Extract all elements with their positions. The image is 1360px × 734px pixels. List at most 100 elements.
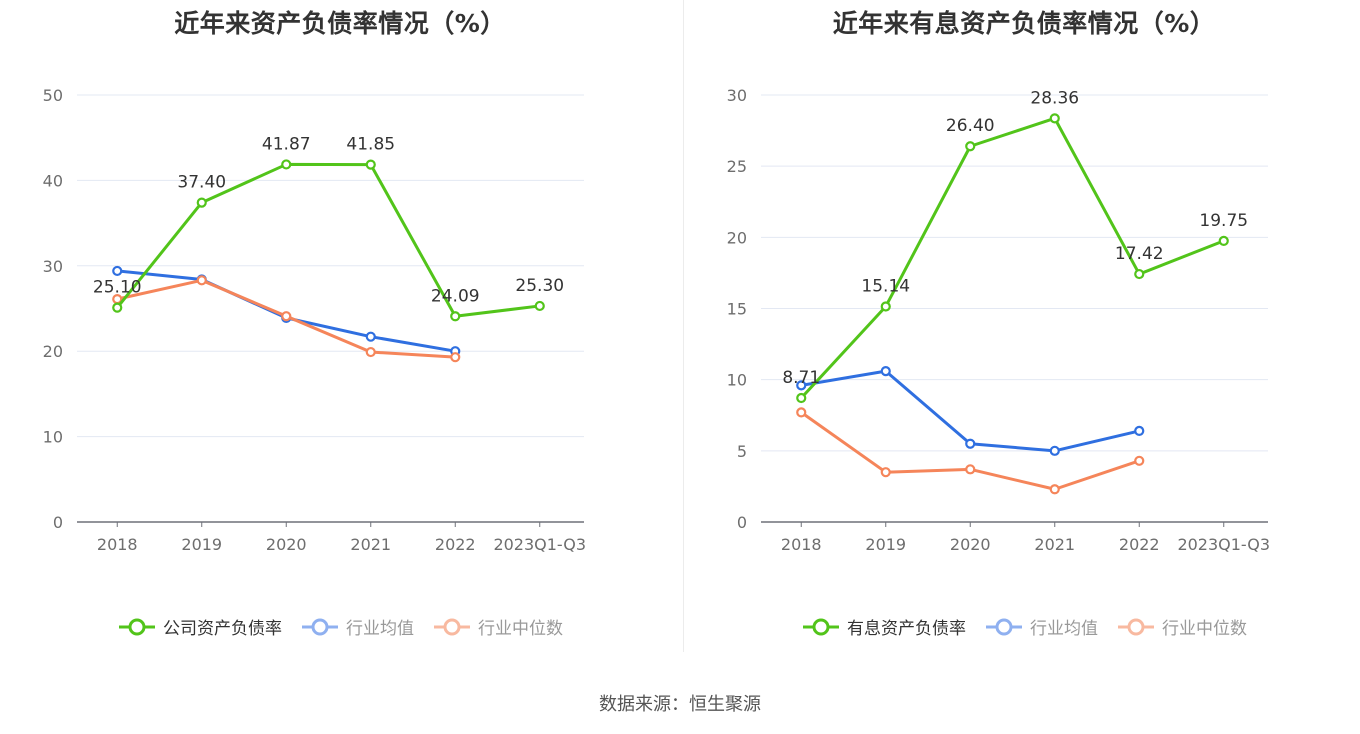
data-point	[1134, 268, 1145, 280]
data-point	[196, 275, 207, 286]
x-tick-label: 2023Q1-Q3	[1177, 535, 1270, 554]
data-point	[1218, 235, 1229, 246]
y-tick-label: 15	[727, 300, 747, 319]
legend-marker	[311, 618, 329, 635]
data-point	[796, 407, 807, 418]
y-tick-label: 25	[727, 157, 747, 176]
legend-label: 行业中位数	[478, 619, 563, 639]
legend-marker	[812, 618, 830, 635]
data-label: 15.14	[861, 277, 910, 297]
y-tick-label: 50	[43, 86, 63, 105]
data-point	[965, 464, 976, 475]
data-point	[450, 311, 461, 322]
data-point	[281, 159, 292, 170]
data-point	[880, 301, 891, 312]
data-label: 37.40	[177, 173, 226, 193]
data-point	[534, 300, 545, 312]
legend-line-marker-icon	[803, 618, 839, 635]
data-point	[365, 331, 376, 342]
data-label: 24.09	[431, 286, 480, 306]
x-tick-label: 2019	[181, 535, 222, 554]
y-tick-label: 5	[737, 442, 747, 461]
data-point	[365, 346, 376, 358]
data-point	[796, 380, 807, 391]
data-point	[1049, 445, 1060, 456]
legend-label: 行业均值	[346, 619, 414, 639]
legend-line-marker-icon	[1118, 618, 1154, 635]
legend-label: 行业中位数	[1162, 619, 1247, 639]
chart-title: 近年来资产负债率情况（%）	[174, 9, 506, 38]
x-tick-label: 2019	[865, 535, 906, 554]
legend-item-industry-median[interactable]: 行业中位数	[1116, 614, 1247, 639]
legend-item-company[interactable]: 公司资产负债率	[117, 614, 282, 639]
x-tick-label: 2020	[266, 535, 307, 554]
y-tick-label: 0	[53, 513, 63, 532]
legend-line-marker-icon	[434, 618, 470, 635]
x-tick-label: 2018	[781, 535, 822, 554]
data-label: 25.10	[93, 278, 142, 298]
x-tick-label: 2021	[350, 535, 391, 554]
data-label: 41.85	[346, 135, 395, 155]
y-tick-label: 30	[43, 257, 63, 276]
legend-marker	[995, 618, 1013, 635]
y-tick-label: 10	[727, 371, 747, 390]
data-label: 8.71	[782, 368, 820, 388]
data-point	[112, 302, 123, 313]
data-label: 19.75	[1199, 211, 1248, 231]
y-tick-label: 10	[43, 428, 63, 447]
x-tick-label: 2022	[435, 535, 476, 554]
y-tick-label: 20	[43, 342, 63, 361]
panel-divider	[683, 0, 684, 652]
data-point	[880, 467, 891, 478]
data-point	[1049, 113, 1060, 124]
data-point	[196, 197, 207, 208]
legend-label: 行业均值	[1030, 619, 1098, 639]
y-tick-label: 20	[727, 228, 747, 247]
data-label: 28.36	[1030, 88, 1079, 108]
x-tick-label: 2018	[97, 535, 138, 554]
line-chart-interest-debt-ratio: 0 5 10 15 20 25 30 2018 2019 2020 2021 2022 2023Q1-Q…	[727, 86, 1270, 554]
legend-marker	[443, 618, 461, 635]
data-point	[965, 141, 976, 152]
data-label: 25.30	[515, 276, 564, 296]
y-tick-label: 30	[727, 86, 747, 105]
x-tick-label: 2023Q1-Q3	[493, 535, 586, 554]
chart-panel-interest-debt-ratio: 近年来有息资产负债率情况（%） 0 5 10 15 20 25 30 2018 2019 2020…	[684, 0, 1360, 660]
data-point	[281, 311, 292, 322]
series-line-company	[116, 162, 540, 318]
legend-item-industry-avg[interactable]: 行业均值	[300, 614, 414, 639]
series-line-company	[800, 116, 1225, 400]
line-chart-debt-ratio: 0 10 20 30 40 50 2018 2019 2020 2021 2022 2023Q1-Q3…	[43, 86, 586, 554]
data-source: 数据来源：恒生聚源	[599, 694, 761, 715]
legend-marker	[128, 618, 146, 635]
data-point	[796, 392, 807, 404]
data-point	[1134, 425, 1145, 437]
data-label: 41.87	[262, 134, 311, 154]
data-point	[1049, 484, 1060, 495]
legend-item-industry-avg[interactable]: 行业均值	[984, 614, 1098, 639]
legend: 公司资产负债率 行业均值 行业中位数	[0, 614, 680, 639]
y-tick-label: 40	[43, 171, 63, 190]
data-point	[450, 352, 461, 363]
legend-line-marker-icon	[119, 618, 155, 635]
legend: 有息资产负债率 行业均值 行业中位数	[684, 614, 1360, 639]
legend-line-marker-icon	[302, 618, 338, 635]
data-point	[880, 366, 891, 377]
legend-label: 公司资产负债率	[163, 619, 282, 639]
legend-item-industry-median[interactable]: 行业中位数	[432, 614, 563, 639]
series-line-industry-avg	[117, 269, 456, 353]
legend-line-marker-icon	[986, 618, 1022, 635]
x-tick-label: 2020	[950, 535, 991, 554]
y-tick-label: 0	[737, 513, 747, 532]
data-point	[365, 159, 376, 170]
legend-item-company[interactable]: 有息资产负债率	[801, 614, 966, 639]
data-label: 26.40	[946, 116, 995, 136]
legend-label: 有息资产负债率	[847, 619, 966, 639]
data-point	[112, 265, 123, 277]
data-label: 17.42	[1115, 244, 1164, 264]
chart-title: 近年来有息资产负债率情况（%）	[832, 9, 1216, 38]
data-point	[965, 438, 976, 449]
x-tick-label: 2021	[1034, 535, 1075, 554]
data-point	[1134, 455, 1145, 466]
x-tick-label: 2022	[1119, 535, 1160, 554]
